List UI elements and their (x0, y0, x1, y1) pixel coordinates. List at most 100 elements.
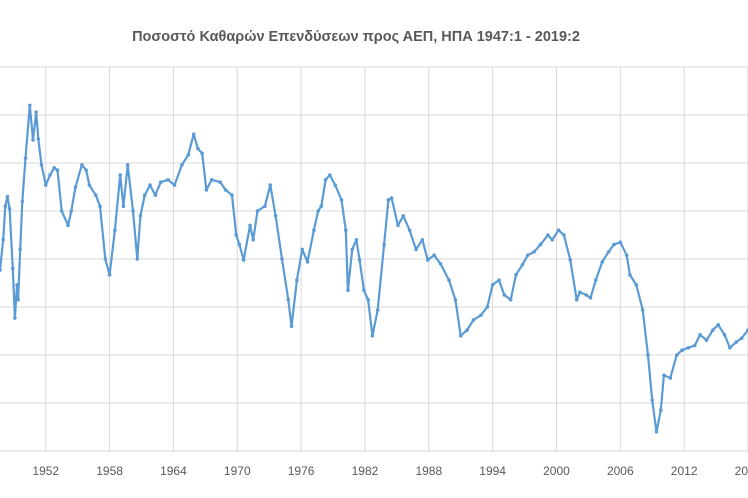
data-point (223, 188, 228, 192)
data-point (31, 138, 35, 142)
data-point (386, 198, 391, 202)
data-point (196, 146, 200, 151)
data-point (458, 334, 463, 338)
data-point (43, 183, 48, 187)
data-point (584, 293, 589, 297)
data-point (370, 334, 375, 338)
data-point (234, 233, 239, 237)
data-point (465, 328, 469, 332)
data-point (333, 183, 337, 187)
data-point (36, 137, 41, 141)
data-point (692, 343, 697, 348)
data-point (396, 223, 400, 228)
data-point (344, 228, 348, 232)
data-point (48, 173, 52, 177)
x-axis: 1952 1958 1964 1970 1976 1982 1988 1994 2000 2006… (32, 464, 748, 478)
data-point (646, 353, 650, 357)
data-point (686, 346, 691, 350)
data-point (66, 223, 70, 228)
data-point (618, 240, 623, 244)
data-point (300, 247, 304, 252)
data-point (16, 298, 20, 302)
data-point (80, 163, 84, 167)
plot-area (0, 103, 748, 434)
data-point (716, 322, 721, 327)
data-point (52, 166, 57, 170)
data-point (532, 250, 536, 254)
data-point (0, 268, 2, 272)
data-point (113, 228, 117, 232)
data-point (69, 209, 74, 213)
data-point (640, 308, 645, 312)
data-point (93, 193, 98, 197)
data-point (273, 214, 278, 218)
data-point (650, 398, 655, 402)
data-point (18, 247, 23, 252)
data-point (508, 298, 513, 302)
data-point (420, 238, 425, 242)
data-point (209, 178, 214, 182)
data-point (251, 238, 256, 242)
x-tick-label: 1988 (415, 464, 442, 478)
data-point (1, 238, 5, 242)
x-tick-label: 1958 (96, 464, 123, 478)
data-point (323, 178, 328, 182)
data-point (286, 298, 291, 302)
data-point (107, 273, 112, 277)
data-point (135, 257, 140, 261)
data-point (312, 228, 316, 232)
data-point (711, 328, 715, 332)
x-tick-label: 1976 (288, 464, 315, 478)
data-point (485, 305, 490, 309)
x-tick-label: 2012 (671, 464, 698, 478)
data-point (520, 262, 525, 267)
data-point (59, 209, 64, 213)
data-point (350, 247, 354, 252)
data-point (698, 333, 702, 337)
x-tick-label: 1952 (32, 464, 59, 478)
data-point (23, 156, 28, 160)
data-point (204, 188, 209, 192)
data-point (628, 273, 632, 277)
data-point (280, 257, 284, 261)
data-point (186, 153, 191, 157)
data-point (728, 346, 732, 350)
data-point (5, 194, 10, 199)
data-point (471, 318, 476, 322)
data-point (425, 258, 430, 262)
x-tick-label: 1982 (352, 464, 379, 478)
x-tick-label: 1994 (479, 464, 506, 478)
data-point (568, 258, 573, 262)
data-point (268, 183, 273, 187)
data-point (138, 214, 143, 218)
data-point (606, 250, 611, 254)
data-point (525, 253, 530, 257)
data-point (27, 103, 32, 108)
data-point (255, 209, 260, 213)
data-point (305, 260, 310, 264)
data-point (346, 288, 350, 293)
data-point (121, 204, 126, 208)
data-point (142, 193, 147, 197)
data-point (131, 209, 135, 213)
x-tick-label: 2018 (735, 464, 748, 478)
data-point (357, 258, 362, 262)
data-point (600, 260, 605, 264)
data-point (98, 204, 102, 208)
data-point (680, 348, 684, 353)
data-point (172, 183, 177, 187)
data-point (39, 163, 44, 167)
data-point (375, 308, 380, 312)
data-point (722, 333, 727, 337)
data-point (538, 242, 543, 247)
data-point (263, 204, 267, 208)
chart-title: Ποσοστό Καθαρών Επενδύσεων προς ΑΕΠ, ΗΠΑ… (132, 29, 580, 45)
data-point (7, 206, 12, 211)
data-point (634, 283, 639, 287)
data-point (55, 168, 60, 172)
data-point (180, 163, 184, 167)
data-point (248, 223, 252, 228)
data-point (734, 340, 739, 344)
data-point (10, 266, 15, 271)
